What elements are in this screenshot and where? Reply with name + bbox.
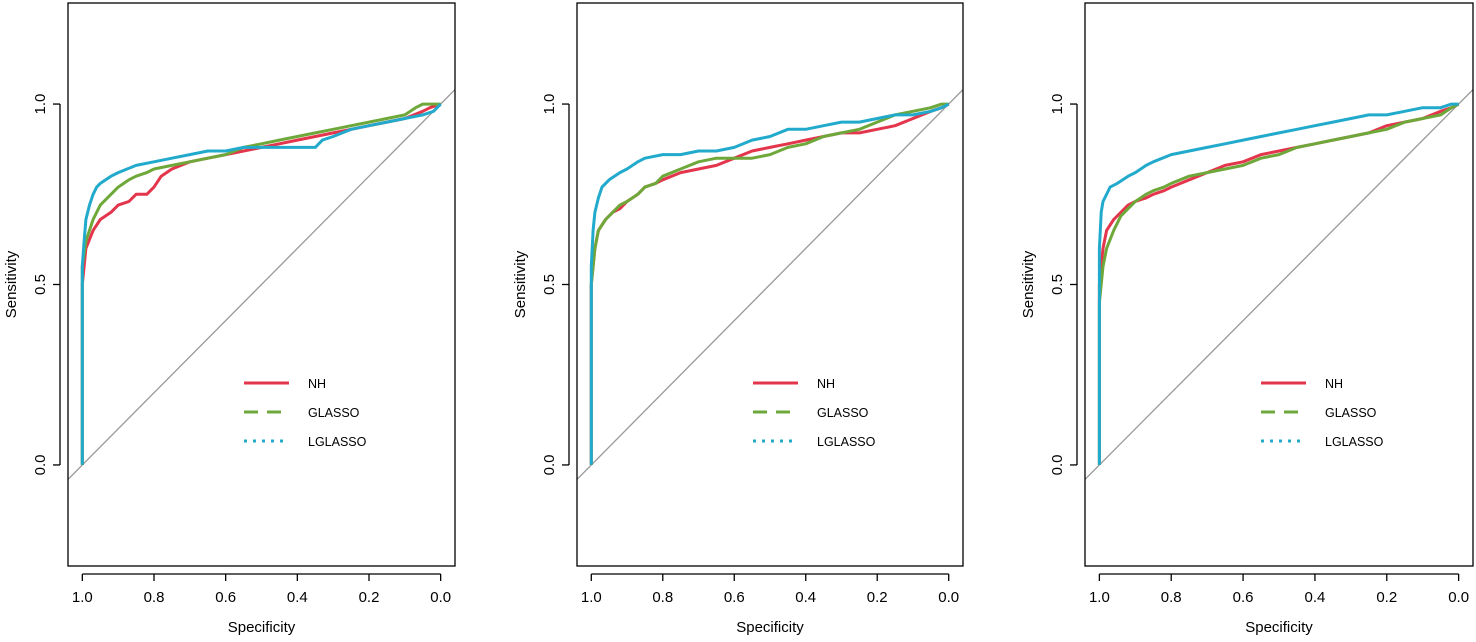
legend-label-nh: NH <box>308 377 326 391</box>
x-tick-label: 0.0 <box>430 589 451 606</box>
roc-panel-3: 1.0 0.8 0.6 0.4 0.2 0.0 Specificity 0.0 0.5 1.0 Se… <box>1020 2 1474 636</box>
x-axis: 1.0 0.8 0.6 0.4 0.2 0.0 Specificity <box>581 573 959 636</box>
legend-label-nh: NH <box>1325 377 1343 391</box>
roc-curve-glasso <box>1097 102 1460 465</box>
x-tick-label: 0.4 <box>287 589 308 606</box>
y-tick-label: 0.0 <box>1049 455 1066 476</box>
legend-label-lglasso: LGLASSO <box>308 435 367 449</box>
y-axis-label: Sensitivity <box>3 250 20 318</box>
y-axis: 0.0 0.5 1.0 Sensitivity <box>3 94 61 476</box>
y-tick-label: 0.5 <box>1049 274 1066 295</box>
reference-diagonal <box>577 89 963 480</box>
x-tick-label: 1.0 <box>581 589 602 606</box>
x-tick-label: 0.8 <box>652 589 673 606</box>
y-tick-label: 0.5 <box>32 274 49 295</box>
reference-diagonal <box>68 89 455 480</box>
roc-panel-1: 1.0 0.8 0.6 0.4 0.2 0.0 Specificity 0.0 0.5 1.0 Se… <box>3 2 456 636</box>
x-axis-label: Specificity <box>736 619 804 636</box>
roc-curves <box>80 102 442 465</box>
x-tick-label: 0.2 <box>867 589 888 606</box>
x-tick-label: 0.4 <box>795 589 816 606</box>
legend: NH GLASSO LGLASSO <box>753 377 876 449</box>
x-tick-label: 0.8 <box>144 589 165 606</box>
legend-label-glasso: GLASSO <box>817 406 869 420</box>
roc-curve-glasso <box>589 102 949 465</box>
y-tick-label: 0.5 <box>541 274 558 295</box>
roc-curves <box>1097 102 1460 465</box>
y-axis-label: Sensitivity <box>1020 250 1037 318</box>
y-axis-label: Sensitivity <box>512 250 529 318</box>
x-tick-label: 0.6 <box>1233 589 1254 606</box>
x-tick-label: 0.2 <box>1376 589 1397 606</box>
roc-curve-lglasso <box>1097 102 1459 465</box>
x-tick-label: 0.8 <box>1161 589 1182 606</box>
roc-panel-2: 1.0 0.8 0.6 0.4 0.2 0.0 Specificity 0.0 0.5 1.0 Se… <box>512 2 964 636</box>
roc-curve-glasso <box>80 102 441 465</box>
roc-curves <box>589 102 950 465</box>
y-tick-label: 1.0 <box>1049 94 1066 115</box>
plot-frame <box>67 2 456 567</box>
y-tick-label: 1.0 <box>32 94 49 115</box>
y-tick-label: 0.0 <box>32 455 49 476</box>
x-axis-label: Specificity <box>1245 619 1313 636</box>
x-tick-label: 1.0 <box>72 589 93 606</box>
y-axis: 0.0 0.5 1.0 Sensitivity <box>1020 94 1078 476</box>
roc-curve-lglasso <box>589 102 950 465</box>
x-tick-label: 0.0 <box>1448 589 1469 606</box>
roc-curve-nh <box>1097 102 1460 465</box>
x-tick-label: 0.4 <box>1304 589 1325 606</box>
y-axis: 0.0 0.5 1.0 Sensitivity <box>512 94 570 476</box>
x-tick-label: 0.6 <box>215 589 236 606</box>
legend-label-glasso: GLASSO <box>1325 406 1377 420</box>
x-axis: 1.0 0.8 0.6 0.4 0.2 0.0 Specificity <box>72 573 451 636</box>
x-tick-label: 0.0 <box>938 589 959 606</box>
legend-label-nh: NH <box>817 377 835 391</box>
plot-frame <box>1084 2 1474 567</box>
x-tick-label: 0.6 <box>724 589 745 606</box>
plot-frame <box>576 2 964 567</box>
x-tick-label: 1.0 <box>1089 589 1110 606</box>
reference-diagonal <box>1085 89 1473 480</box>
roc-curve-lglasso <box>80 103 442 465</box>
x-axis-label: Specificity <box>228 619 296 636</box>
y-tick-label: 1.0 <box>541 94 558 115</box>
legend-label-lglasso: LGLASSO <box>1325 435 1384 449</box>
legend-label-glasso: GLASSO <box>308 406 360 420</box>
y-tick-label: 0.0 <box>541 455 558 476</box>
legend-label-lglasso: LGLASSO <box>817 435 876 449</box>
legend: NH GLASSO LGLASSO <box>1261 377 1384 449</box>
legend: NH GLASSO LGLASSO <box>244 377 367 449</box>
x-tick-label: 0.2 <box>359 589 380 606</box>
x-axis: 1.0 0.8 0.6 0.4 0.2 0.0 Specificity <box>1089 573 1469 636</box>
